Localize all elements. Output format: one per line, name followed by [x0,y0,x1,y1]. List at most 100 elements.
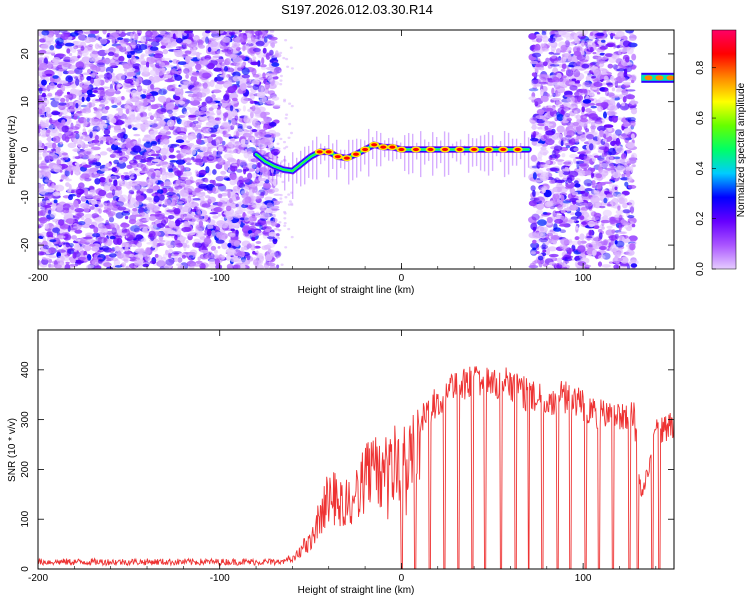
noise-speckle [112,172,122,176]
noise-speckle [116,119,125,125]
noise-speckle [616,68,626,72]
noise-speckle [233,110,238,116]
noise-speckle [214,117,222,121]
noise-speckle [52,191,61,197]
noise-speckle [167,187,174,192]
noise-speckle [243,224,250,230]
noise-speckle [140,163,147,171]
noise-speckle [183,111,189,116]
noise-speckle [63,176,70,180]
noise-speckle [569,85,578,91]
noise-speckle [176,153,184,160]
noise-speckle [195,162,204,166]
noise-speckle [107,88,116,93]
noise-speckle [39,165,49,169]
noise-speckle [172,33,176,40]
noise-speckle [565,247,574,252]
noise-speckle [188,255,194,258]
noise-speckle [98,45,103,49]
noise-speckle [98,208,102,214]
noise-speckle [223,116,227,122]
noise-speckle [610,105,618,111]
noise-speckle [177,66,182,70]
noise-speckle [261,245,269,251]
noise-speckle [91,246,100,252]
noise-speckle [272,237,278,245]
noise-speckle [160,45,166,49]
noise-speckle [242,165,247,170]
noise-speckle [264,228,271,232]
noise-speckle [256,252,263,259]
noise-speckle [236,251,246,257]
noise-speckle [268,36,278,41]
noise-speckle [188,232,196,236]
noise-speckle [584,264,592,268]
noise-speckle [196,206,201,214]
noise-speckle [259,64,267,68]
noise-speckle [114,90,121,95]
noise-speckle [211,229,216,238]
noise-speckle [53,199,58,204]
noise-speckle [207,216,211,223]
noise-speckle [93,79,101,87]
noise-speckle [229,31,236,36]
noise-speckle [173,49,178,53]
noise-speckle [209,212,219,215]
noise-speckle [565,145,571,149]
noise-speckle [231,45,240,49]
noise-speckle [269,238,272,242]
noise-speckle [202,254,211,259]
noise-speckle [69,259,76,264]
noise-speckle [213,67,222,72]
noise-speckle [179,149,189,154]
noise-speckle [549,179,556,184]
noise-speckle [241,193,249,199]
noise-speckle [139,211,149,219]
noise-speckle [252,257,259,263]
noise-speckle [84,213,93,219]
noise-speckle [146,57,151,62]
noise-speckle [122,258,128,262]
noise-speckle [206,155,215,162]
noise-speckle [251,237,256,242]
noise-speckle [229,173,237,181]
noise-speckle [157,171,161,179]
noise-speckle [44,155,54,163]
noise-speckle [598,228,603,233]
noise-speckle [154,191,159,195]
noise-speckle [121,44,126,48]
noise-speckle [574,91,580,97]
noise-speckle [265,220,275,225]
noise-speckle [247,39,252,45]
noise-speckle [246,253,251,261]
noise-speckle [74,113,84,117]
noise-speckle [132,117,142,123]
noise-speckle [213,182,224,187]
noise-speckle [226,254,231,261]
noise-speckle [59,169,63,173]
noise-speckle [254,262,259,269]
noise-speckle [252,188,256,194]
noise-speckle [251,205,257,208]
noise-speckle [88,108,91,113]
noise-speckle [56,89,63,97]
noise-speckle [588,229,592,236]
noise-speckle [168,154,176,159]
noise-speckle [162,49,169,55]
noise-speckle [541,213,550,217]
noise-speckle [187,233,193,241]
noise-speckle [565,186,573,190]
noise-speckle [189,201,199,208]
noise-speckle [594,225,600,230]
noise-speckle [535,251,540,254]
noise-speckle [121,242,130,245]
noise-speckle [94,155,101,159]
noise-speckle [65,218,76,225]
noise-speckle [109,175,118,181]
noise-speckle [571,78,577,82]
noise-speckle [59,179,63,182]
noise-speckle [186,56,193,60]
noise-speckle [218,223,222,228]
noise-speckle [49,264,55,268]
noise-speckle [138,206,145,213]
